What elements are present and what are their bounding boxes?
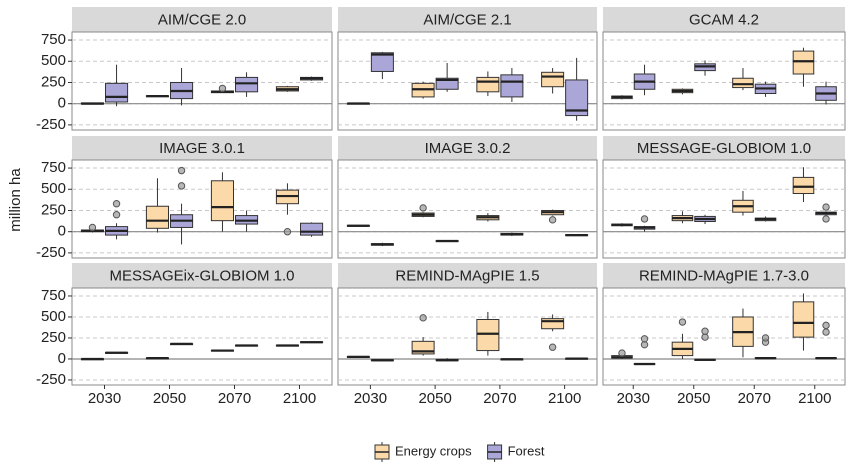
outlier — [177, 182, 186, 190]
panel-background — [337, 287, 598, 386]
outlier — [419, 314, 427, 322]
outlier — [88, 223, 97, 232]
strip — [72, 136, 332, 160]
x-tick-label: 2030 — [617, 390, 650, 407]
outlier — [618, 349, 626, 357]
x-tick-label: 2100 — [548, 390, 581, 407]
panel-background — [71, 31, 333, 131]
legend-label: Forest — [508, 443, 545, 458]
panel-background — [602, 159, 846, 259]
strip — [603, 7, 845, 32]
y-tick-label: 250 — [41, 201, 66, 218]
y-tick-label: 500 — [41, 52, 66, 69]
box — [500, 74, 524, 98]
box — [541, 71, 565, 88]
outlier — [761, 334, 770, 342]
box — [476, 318, 500, 352]
panel-title: MESSAGEix-GLOBIOM 1.0 — [109, 267, 294, 284]
y-tick-label: 500 — [41, 180, 66, 197]
strip — [603, 263, 845, 288]
y-tick-label: -250 — [36, 116, 66, 133]
outlier — [822, 321, 830, 330]
box — [370, 52, 394, 72]
y-tick-label: 750 — [41, 287, 66, 304]
legend-label: Energy crops — [395, 443, 472, 458]
outlier — [283, 227, 292, 236]
strip — [338, 263, 597, 288]
panel-background — [337, 159, 598, 259]
y-tick-label: -250 — [36, 244, 66, 261]
box — [476, 76, 500, 93]
y-tick-label: 0 — [58, 350, 66, 367]
x-tick-label: 2030 — [354, 390, 387, 407]
x-tick-label: 2050 — [677, 390, 710, 407]
panel-background — [71, 287, 333, 386]
strip — [338, 7, 597, 32]
x-tick-label: 2070 — [218, 390, 251, 407]
outlier — [419, 204, 427, 212]
box — [732, 77, 754, 89]
y-tick-label: 750 — [41, 31, 66, 48]
panel-title: IMAGE 3.0.1 — [159, 140, 245, 157]
y-tick-label: -250 — [36, 371, 66, 388]
panel-title: MESSAGE-GLOBIOM 1.0 — [637, 140, 811, 157]
y-tick-label: 750 — [41, 159, 66, 176]
panel-title: AIM/CGE 2.0 — [158, 11, 246, 28]
x-tick-label: 2100 — [798, 390, 831, 407]
box — [300, 222, 324, 236]
outlier — [822, 328, 830, 336]
outlier — [640, 335, 649, 343]
panel-title: IMAGE 3.0.2 — [425, 140, 511, 157]
strip — [603, 136, 845, 160]
panel-title: REMIND-MAgPIE 1.7-3.0 — [639, 267, 809, 284]
box — [565, 79, 589, 117]
outlier — [822, 215, 830, 223]
outlier — [112, 199, 121, 208]
y-tick-label: 0 — [58, 95, 66, 112]
outlier — [701, 327, 709, 335]
outlier — [548, 216, 557, 224]
y-tick-label: 500 — [41, 308, 66, 325]
x-tick-label: 2030 — [88, 390, 121, 407]
outlier — [548, 343, 557, 351]
y-axis-label: million ha — [7, 168, 24, 232]
outlier — [177, 166, 186, 175]
box — [145, 205, 169, 229]
outlier — [112, 211, 121, 219]
outlier — [640, 215, 649, 223]
box — [235, 76, 259, 93]
box — [210, 180, 234, 222]
box — [105, 82, 129, 103]
box — [435, 77, 459, 90]
x-tick-label: 2050 — [418, 390, 451, 407]
outlier — [822, 203, 830, 211]
box — [792, 50, 815, 75]
outlier — [678, 318, 687, 326]
panel-title: REMIND-MAgPIE 1.5 — [395, 267, 539, 284]
outlier — [218, 84, 227, 93]
panel-title: AIM/CGE 2.1 — [423, 11, 511, 28]
y-tick-label: 0 — [58, 223, 66, 240]
strip — [72, 263, 332, 288]
y-tick-label: 250 — [41, 329, 66, 346]
box — [792, 301, 815, 338]
x-tick-label: 2070 — [483, 390, 516, 407]
strip — [72, 7, 332, 32]
x-tick-label: 2100 — [283, 390, 316, 407]
x-tick-label: 2070 — [738, 390, 771, 407]
box — [541, 318, 565, 330]
panel-title: GCAM 4.2 — [689, 11, 759, 28]
box — [792, 176, 815, 195]
strip — [338, 136, 597, 160]
panel-background — [71, 159, 333, 259]
y-tick-label: 250 — [41, 73, 66, 90]
x-tick-label: 2050 — [153, 390, 186, 407]
